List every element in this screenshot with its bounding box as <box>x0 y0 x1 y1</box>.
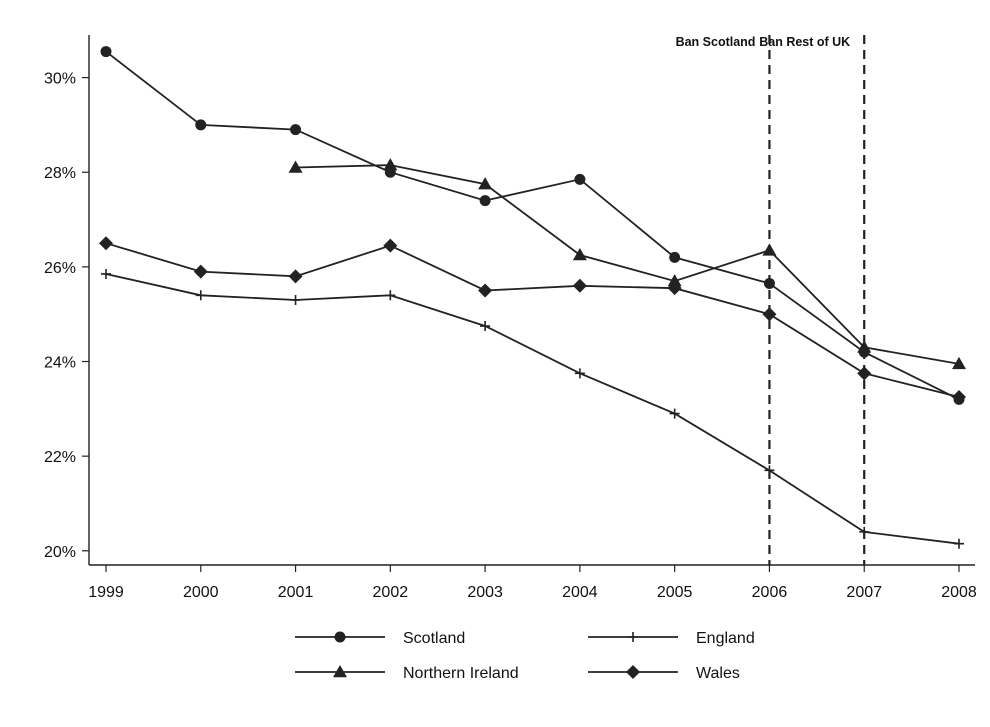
data-point-scotland-2005 <box>669 251 681 263</box>
legend-marker-scotland <box>334 631 346 643</box>
data-point-scotland-2001 <box>290 124 302 136</box>
legend-item-england: England <box>588 630 755 647</box>
legend-item-northern-ireland: Northern Ireland <box>295 665 519 682</box>
data-point-wales-2007 <box>857 366 872 381</box>
legend-label-northern-ireland: Northern Ireland <box>403 665 519 682</box>
data-point-northern-ireland-2003 <box>478 177 493 190</box>
x-tick-label: 2002 <box>373 584 409 601</box>
x-tick-label: 2007 <box>846 584 882 601</box>
y-tick-label: 22% <box>44 449 76 466</box>
data-point-northern-ireland-2001 <box>288 160 303 173</box>
y-tick-label: 26% <box>44 260 76 277</box>
data-point-wales-2001 <box>288 269 303 284</box>
data-point-england-1999 <box>101 268 111 279</box>
legend-item-scotland: Scotland <box>295 630 465 647</box>
legend-marker-england <box>628 632 638 642</box>
data-point-wales-2000 <box>193 264 208 279</box>
data-point-wales-2006 <box>762 307 777 322</box>
x-tick-label: 2005 <box>657 584 693 601</box>
series-line-england <box>105 273 960 545</box>
data-point-scotland-2000 <box>195 119 207 131</box>
annotation-label-2006: Ban Scotland <box>676 35 756 49</box>
data-point-england-2002 <box>385 290 396 301</box>
annotation-label-2007: Ban Rest of UK <box>759 35 850 49</box>
x-tick-label: 2004 <box>562 584 598 601</box>
data-point-wales-2008 <box>952 390 966 405</box>
series-england <box>101 268 964 549</box>
data-point-england-2007 <box>859 526 870 537</box>
data-point-scotland-2003 <box>479 195 491 207</box>
x-tick-label: 2001 <box>278 584 314 601</box>
legend-label-scotland: Scotland <box>403 630 465 647</box>
y-tick-label: 20% <box>44 544 76 561</box>
x-tick-label: 1999 <box>88 584 124 601</box>
data-point-scotland-2006 <box>763 277 775 289</box>
data-point-england-2006 <box>764 465 775 476</box>
data-point-northern-ireland-2002 <box>383 158 398 171</box>
data-point-wales-2003 <box>478 283 493 298</box>
series-northern-ireland <box>288 158 966 370</box>
data-point-england-2000 <box>195 290 206 301</box>
data-point-scotland-2004 <box>574 173 586 185</box>
y-tick-label: 30% <box>44 71 76 88</box>
data-point-england-2005 <box>669 408 680 419</box>
series-line-wales <box>105 242 960 398</box>
data-point-england-2004 <box>574 368 585 379</box>
data-point-wales-2002 <box>383 238 398 253</box>
data-point-northern-ireland-2008 <box>952 356 966 370</box>
data-point-northern-ireland-2006 <box>762 243 777 256</box>
x-tick-label: 2003 <box>467 584 503 601</box>
legend-label-england: England <box>696 630 755 647</box>
annotations-group: Ban Scotland Ban Rest of UK <box>676 35 866 565</box>
legend-label-wales: Wales <box>696 665 740 682</box>
data-point-england-2008 <box>954 538 964 549</box>
data-point-scotland-1999 <box>100 46 112 58</box>
legend-item-wales: Wales <box>588 665 740 682</box>
axes-group: 20% 22% 24% 26% 28% 30% 1999 2000 2001 2002 2003 20… <box>44 35 977 601</box>
x-tick-label: 2006 <box>752 584 788 601</box>
x-tick-label: 2000 <box>183 584 219 601</box>
data-point-wales-2005 <box>667 281 682 296</box>
legend-group: Scotland England Northern Ireland Wales <box>295 630 755 682</box>
data-point-northern-ireland-2007 <box>857 340 872 353</box>
y-tick-label: 24% <box>44 355 76 372</box>
data-point-northern-ireland-2004 <box>572 248 587 261</box>
y-tick-label: 28% <box>44 165 76 182</box>
series-wales <box>99 236 966 405</box>
data-point-northern-ireland-2005 <box>667 274 682 287</box>
data-point-england-2003 <box>480 321 491 332</box>
legend-marker-northern-ireland <box>333 665 347 678</box>
data-point-wales-1999 <box>99 236 113 251</box>
x-tick-label: 2008 <box>941 584 977 601</box>
legend-marker-wales <box>626 665 640 679</box>
series-line-northern-ireland <box>295 164 960 365</box>
data-point-england-2001 <box>290 295 301 305</box>
series-line-scotland <box>105 50 960 401</box>
data-point-wales-2004 <box>572 278 587 293</box>
series-group <box>99 46 966 549</box>
